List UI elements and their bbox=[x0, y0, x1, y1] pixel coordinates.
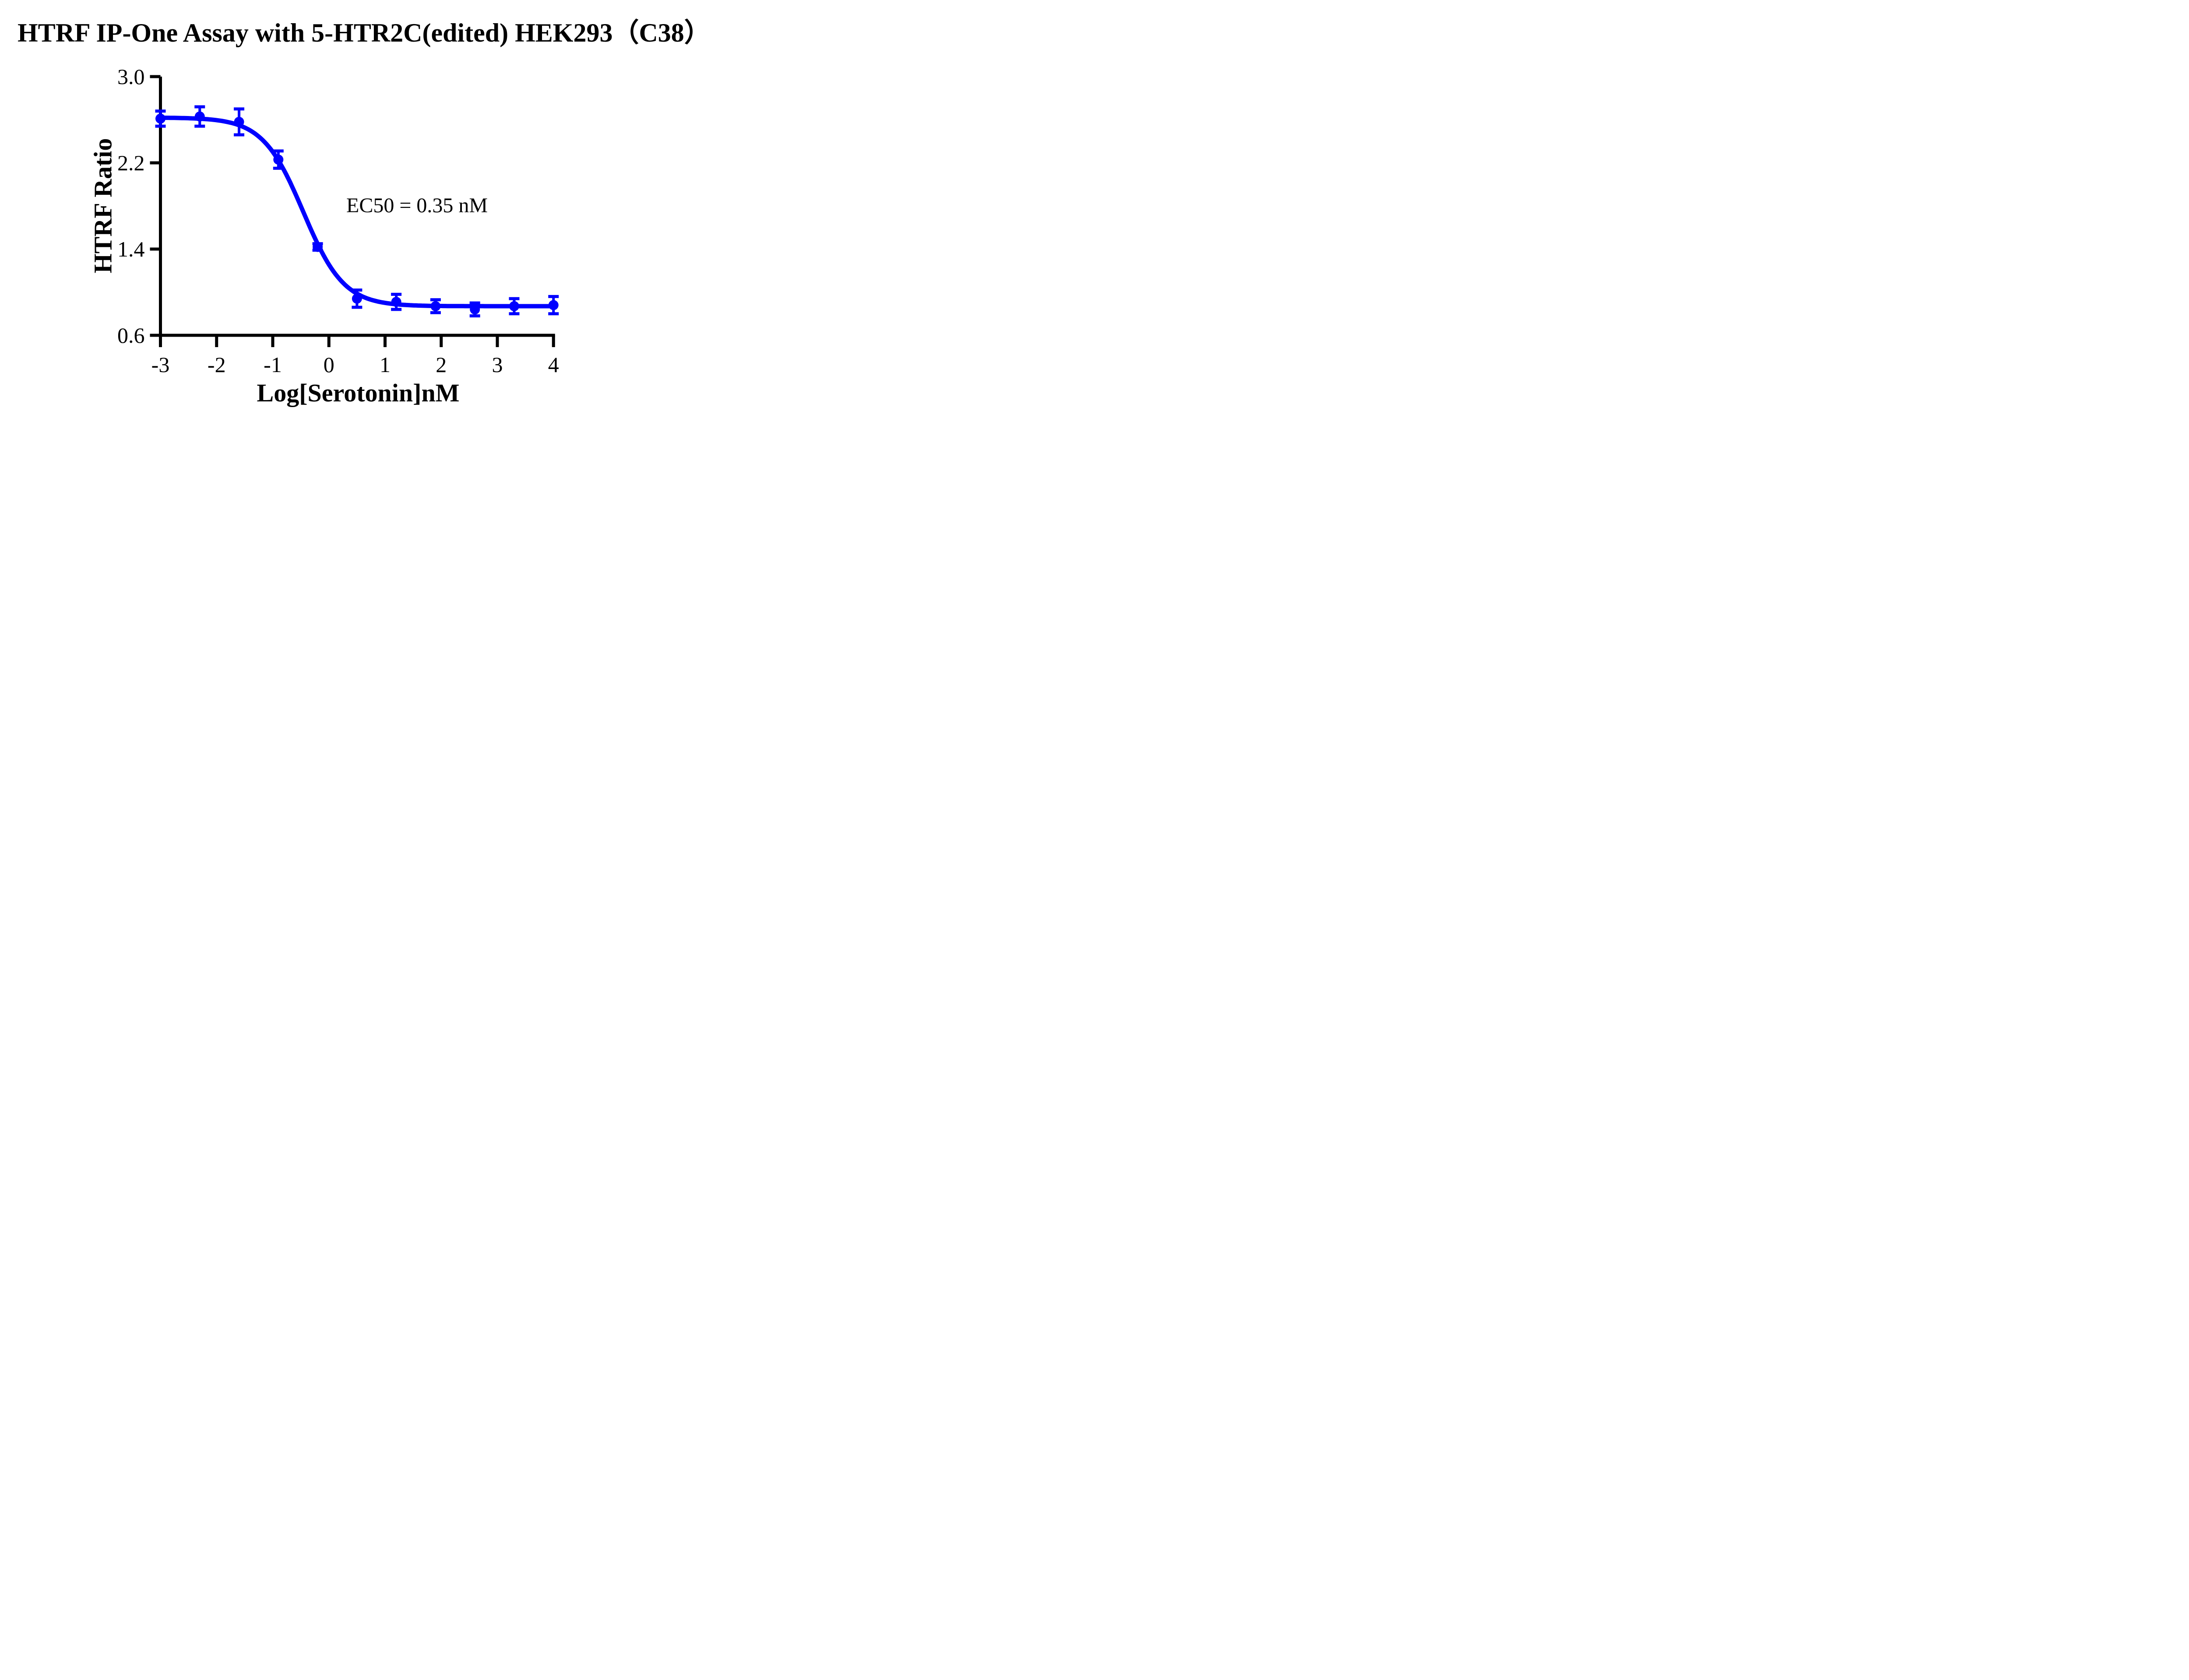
chart-figure: HTRF IP-One Assay with 5-HTR2C(edited) H… bbox=[0, 0, 709, 420]
data-point bbox=[509, 301, 519, 312]
x-tick-label: 1 bbox=[380, 352, 391, 377]
data-point bbox=[155, 113, 165, 124]
plot-area: 0.6 1.4 2.2 3.0 -3 -2 -1 0 1 2 3 4 bbox=[117, 64, 559, 377]
data-point bbox=[430, 301, 441, 312]
x-axis-label: Log[Serotonin]nM bbox=[257, 379, 460, 407]
y-tick-label: 1.4 bbox=[117, 237, 145, 261]
ec50-annotation: EC50 = 0.35 nM bbox=[346, 194, 488, 217]
data-point bbox=[313, 242, 323, 252]
x-tick-label: 4 bbox=[548, 352, 559, 377]
x-tick-label: 3 bbox=[492, 352, 503, 377]
data-point bbox=[470, 304, 480, 315]
x-tick-label: -1 bbox=[264, 352, 282, 377]
y-tick-label: 0.6 bbox=[117, 323, 145, 348]
x-tick-label: 2 bbox=[436, 352, 447, 377]
x-tick-label: -2 bbox=[208, 352, 226, 377]
x-tick-label: 0 bbox=[324, 352, 334, 377]
data-point bbox=[273, 155, 284, 165]
data-point bbox=[194, 111, 205, 122]
fit-curve bbox=[158, 116, 556, 309]
data-point bbox=[352, 293, 362, 304]
y-tick-label: 3.0 bbox=[117, 64, 145, 89]
y-tick-label: 2.2 bbox=[117, 151, 145, 175]
data-point bbox=[391, 297, 401, 307]
data-point bbox=[548, 300, 559, 310]
data-point bbox=[234, 116, 244, 127]
chart-title: HTRF IP-One Assay with 5-HTR2C(edited) H… bbox=[18, 18, 709, 47]
x-tick-label: -3 bbox=[151, 352, 170, 377]
